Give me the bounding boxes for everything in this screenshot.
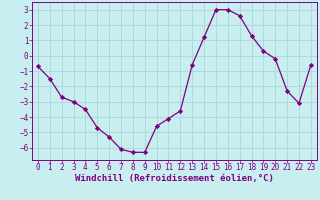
X-axis label: Windchill (Refroidissement éolien,°C): Windchill (Refroidissement éolien,°C) [75,174,274,183]
